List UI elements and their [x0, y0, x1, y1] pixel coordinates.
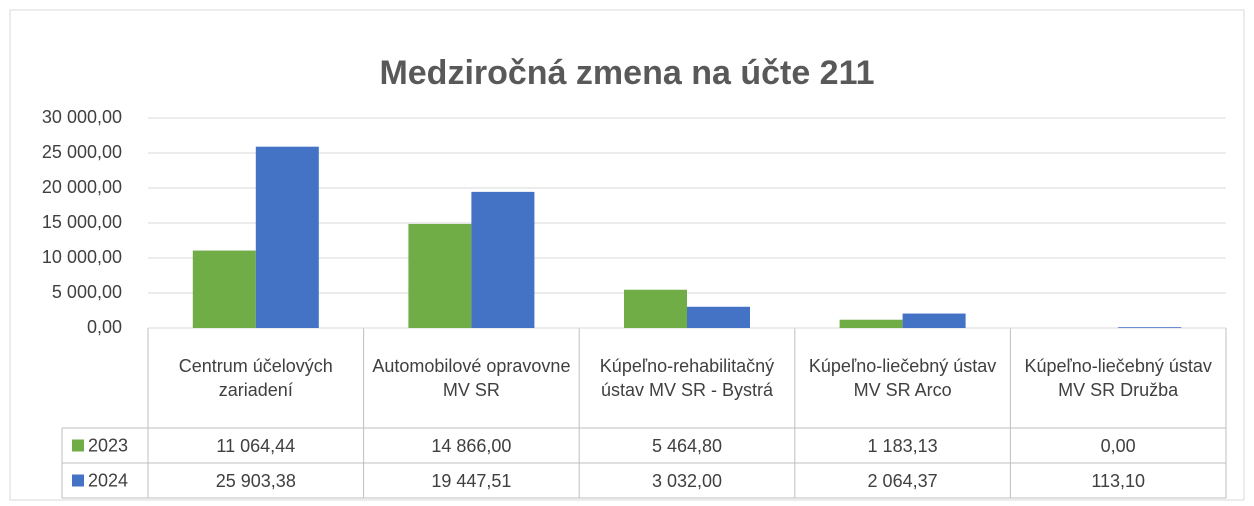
- legend-swatch: [72, 439, 84, 452]
- y-tick-label: 0,00: [87, 317, 122, 337]
- bar: [408, 223, 472, 328]
- y-tick-label: 20 000,00: [42, 177, 122, 197]
- category-label: Automobilové opravovne MV SR: [372, 356, 571, 400]
- category-label: Centrum účelových zariadení: [178, 356, 333, 400]
- bar: [471, 191, 535, 328]
- data-table-value: 14 866,00: [431, 435, 512, 456]
- data-table-value: 25 903,38: [215, 470, 296, 491]
- bar: [255, 146, 319, 328]
- category-label: Kúpeľno-liečebný ústav MV SR Družba: [1024, 356, 1212, 400]
- data-table-value: 113,10: [1091, 470, 1146, 491]
- y-tick-label: 10 000,00: [42, 247, 122, 267]
- legend-label: 2023: [88, 435, 128, 455]
- category-label: Kúpeľno-rehabilitačný ústav MV SR - Byst…: [599, 356, 775, 400]
- y-tick-label: 5 000,00: [52, 282, 122, 302]
- category-label: Kúpeľno-liečebný ústav MV SR Arco: [808, 356, 997, 400]
- bar: [839, 319, 903, 328]
- data-table-value: 3 032,00: [651, 470, 723, 491]
- data-table-value: 11 064,44: [216, 435, 296, 456]
- legend-label: 2024: [88, 470, 128, 490]
- bar: [192, 250, 256, 328]
- data-table-value: 2 064,37: [867, 470, 938, 491]
- bar: [1118, 327, 1182, 328]
- chart-title: Medziročná zmena na účte 211: [379, 54, 874, 92]
- data-table-value: 1 183,13: [867, 435, 938, 456]
- data-table-value: 5 464,80: [651, 435, 723, 456]
- data-table-value: 19 447,51: [431, 470, 512, 491]
- bar: [902, 313, 966, 328]
- y-tick-label: 15 000,00: [42, 212, 122, 232]
- bar: [687, 306, 750, 328]
- bar: [624, 289, 687, 328]
- data-table-value: 0,00: [1100, 435, 1136, 456]
- legend-swatch: [72, 474, 84, 487]
- y-tick-label: 30 000,00: [42, 107, 122, 127]
- y-tick-label: 25 000,00: [42, 142, 122, 162]
